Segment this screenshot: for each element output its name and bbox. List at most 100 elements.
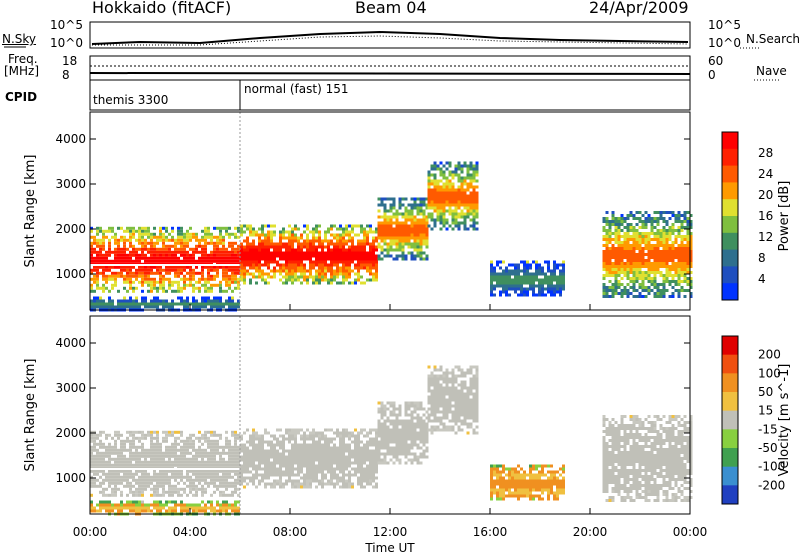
- power-cell: [132, 247, 135, 251]
- velocity-cell: [252, 455, 255, 459]
- velocity-cell: [380, 431, 384, 435]
- power-cell: [279, 272, 282, 276]
- power-cell: [315, 239, 318, 243]
- velocity-cell: [153, 445, 156, 449]
- power-cell: [285, 248, 288, 252]
- power-cell: [520, 284, 523, 288]
- power-cell: [520, 293, 523, 297]
- power-cell: [279, 236, 282, 240]
- velocity-cell: [198, 439, 201, 443]
- velocity-cell: [147, 454, 150, 458]
- power-cell: [267, 281, 270, 285]
- velocity-cell: [306, 473, 309, 477]
- power-cell: [472, 215, 476, 219]
- power-cell: [189, 259, 192, 263]
- power-cell: [312, 263, 315, 267]
- velocity-cell: [348, 482, 351, 486]
- velocity-cell: [228, 475, 231, 479]
- power-cell: [147, 265, 150, 269]
- power-cell: [357, 239, 360, 243]
- power-cell: [270, 254, 273, 258]
- velocity-cell: [216, 451, 219, 455]
- velocity-cell: [159, 454, 162, 458]
- velocity-cell: [330, 461, 333, 465]
- velocity-cell: [291, 452, 294, 456]
- velocity-cell: [386, 407, 390, 411]
- power-cell: [656, 268, 660, 271]
- power-cell: [683, 226, 687, 229]
- power-cell: [559, 278, 562, 282]
- velocity-cell: [333, 437, 336, 441]
- power-cell: [647, 259, 651, 262]
- velocity-cell: [186, 493, 189, 497]
- power-cell: [608, 220, 612, 223]
- power-cell: [395, 242, 399, 246]
- velocity-cell: [273, 449, 276, 453]
- power-cell: [614, 229, 618, 232]
- power-cell: [114, 235, 117, 239]
- power-cell: [466, 197, 470, 201]
- power-cell: [231, 265, 234, 269]
- velocity-cell: [102, 445, 105, 449]
- power-cell: [553, 269, 556, 273]
- power-cell: [177, 226, 180, 230]
- power-cell: [126, 271, 129, 275]
- power-cell: [475, 179, 479, 183]
- power-cell: [460, 197, 464, 201]
- velocity-cell: [114, 469, 117, 473]
- power-cell: [159, 277, 162, 281]
- power-cell: [425, 257, 429, 261]
- velocity-cell: [291, 461, 294, 465]
- power-cell: [490, 263, 493, 267]
- power-cell: [165, 259, 168, 263]
- power-cell: [177, 235, 180, 239]
- power-cell: [327, 230, 330, 234]
- power-cell: [677, 292, 681, 295]
- velocity-cell: [339, 455, 342, 459]
- power-cell: [132, 250, 135, 254]
- velocity-cell: [398, 458, 402, 462]
- velocity-cell: [156, 472, 159, 476]
- power-cell: [671, 226, 675, 229]
- velocity-cell: [375, 461, 378, 465]
- power-cell: [138, 259, 141, 263]
- power-cell: [680, 241, 684, 244]
- velocity-cell: [386, 425, 390, 429]
- velocity-cell: [102, 472, 105, 476]
- power-cell: [192, 232, 195, 236]
- power-cell: [264, 281, 267, 285]
- power-cell: [404, 221, 408, 225]
- power-cell: [339, 224, 342, 228]
- power-cell: [517, 284, 520, 288]
- power-cell: [108, 241, 111, 245]
- velocity-cell: [195, 457, 198, 461]
- power-cell: [243, 251, 246, 255]
- power-cell: [246, 224, 249, 228]
- power-cell: [629, 235, 633, 238]
- power-cell: [267, 257, 270, 261]
- velocity-cell: [288, 452, 291, 456]
- power-cell: [665, 223, 669, 226]
- power-cell: [162, 289, 165, 293]
- velocity-cell: [141, 481, 144, 485]
- velocity-cell: [186, 472, 189, 476]
- power-cell: [668, 211, 672, 214]
- power-cell: [297, 242, 300, 246]
- power-cell: [267, 251, 270, 255]
- power-cell: [357, 275, 360, 279]
- velocity-cell: [108, 445, 111, 449]
- power-cell: [425, 218, 429, 222]
- velocity-cell: [231, 490, 234, 494]
- power-cell: [602, 229, 606, 232]
- velocity-cell: [234, 472, 237, 476]
- power-cell: [562, 269, 565, 273]
- cpid-label: CPID: [5, 90, 38, 104]
- power-cell: [249, 245, 252, 249]
- power-cell: [270, 230, 273, 234]
- power-cell: [327, 269, 330, 273]
- power-cell: [608, 262, 612, 265]
- velocity-cell: [165, 451, 168, 455]
- power-cell: [324, 263, 327, 267]
- power-cell: [186, 296, 189, 300]
- power-cell: [216, 274, 219, 278]
